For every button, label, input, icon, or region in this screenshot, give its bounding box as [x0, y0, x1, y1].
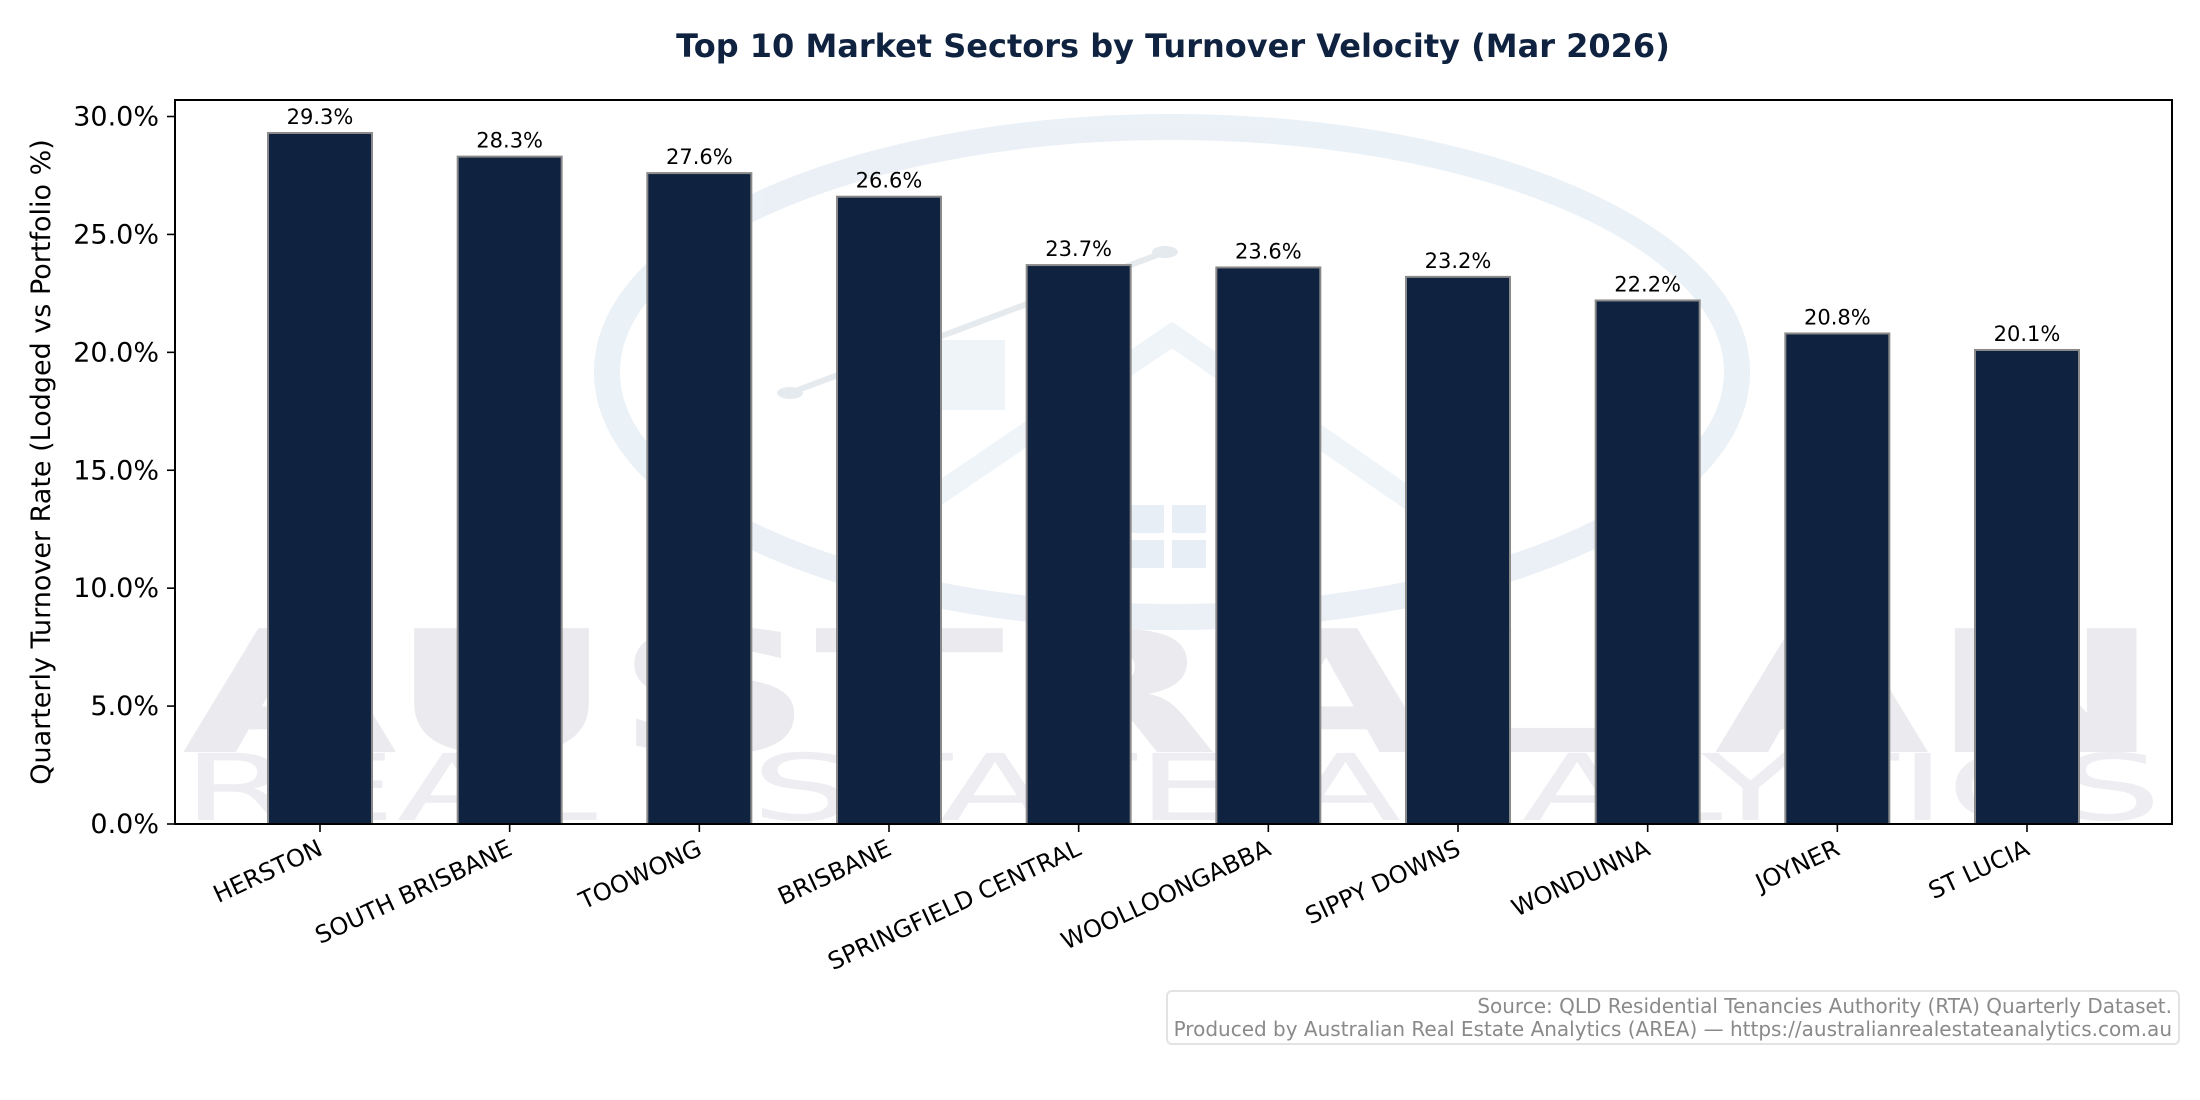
bar [456, 155, 563, 825]
bar [646, 172, 753, 826]
x-tick-label: SOUTH BRISBANE [311, 834, 516, 950]
x-tick-label: SIPPY DOWNS [1301, 834, 1464, 930]
bar [1025, 264, 1132, 825]
data-labels: 29.3% 28.3% 27.6% 26.6% 23.7% 23.6% 23.2% 22.2%… [287, 105, 2061, 346]
data-label: 29.3% [287, 105, 354, 129]
data-label: 20.8% [1804, 305, 1871, 329]
y-axis-label: Quarterly Turnover Rate (Lodged vs Portf… [26, 139, 57, 785]
source-line: Source: QLD Residential Tenancies Author… [1477, 994, 2172, 1018]
data-label: 28.3% [476, 129, 543, 153]
x-tick-label: HERSTON [209, 834, 327, 909]
chart-title: Top 10 Market Sectors by Turnover Veloci… [676, 27, 1670, 65]
bar [1405, 275, 1511, 825]
bar [1594, 299, 1701, 825]
x-tick-label: ST LUCIA [1924, 834, 2034, 905]
y-tick-label: 0.0% [90, 809, 159, 840]
y-tick-label: 30.0% [73, 102, 159, 133]
data-label: 20.1% [1994, 322, 2061, 346]
bar [1215, 266, 1322, 825]
bar [1974, 348, 2080, 825]
source-note: Source: QLD Residential Tenancies Author… [1165, 990, 2180, 1045]
data-label: 27.6% [666, 145, 733, 169]
bars-group [267, 132, 2080, 826]
bar [267, 132, 373, 825]
x-tick-label: TOOWONG [574, 834, 706, 915]
produced-by-line: Produced by Australian Real Estate Analy… [1173, 1017, 2172, 1041]
data-label: 23.7% [1045, 237, 1112, 261]
x-tick-label: WOOLLOONGABBA [1057, 834, 1276, 956]
plot-frame [174, 99, 2173, 825]
bar [1784, 332, 1891, 825]
y-axis: 0.0% 5.0% 10.0% 15.0% 20.0% 25.0% 30.0% [73, 102, 175, 840]
data-label: 23.2% [1425, 249, 1492, 273]
data-label: 22.2% [1614, 272, 1681, 296]
y-tick-label: 15.0% [73, 455, 159, 486]
y-tick-label: 20.0% [73, 337, 159, 368]
data-label: 23.6% [1235, 239, 1302, 263]
y-tick-label: 5.0% [90, 691, 159, 722]
bar [836, 195, 942, 825]
x-tick-label: WONDUNNA [1507, 834, 1654, 923]
x-tick-label: BRISBANE [774, 834, 896, 911]
data-label: 26.6% [856, 169, 923, 193]
y-tick-label: 10.0% [73, 573, 159, 604]
y-tick-label: 25.0% [73, 219, 159, 250]
x-tick-label: JOYNER [1749, 834, 1843, 898]
